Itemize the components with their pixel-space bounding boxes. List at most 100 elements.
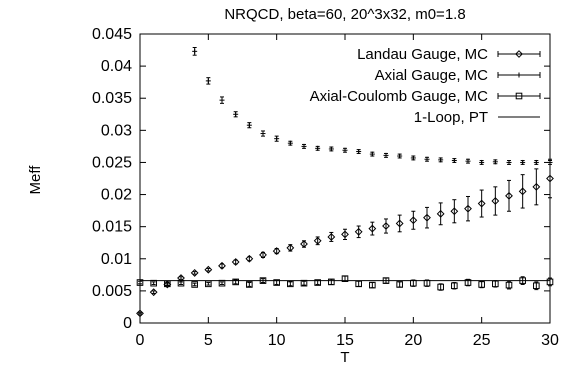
x-tick-label: 0: [136, 332, 145, 349]
data-point-landau-gauge-mc: [409, 210, 418, 230]
data-point-axial-gauge-mc: [315, 145, 321, 151]
data-point-axial-gauge-mc: [301, 143, 307, 149]
legend-item-axial-coulomb-gauge-mc: Axial-Coulomb Gauge, MC: [310, 88, 541, 105]
data-point-landau-gauge-mc: [245, 254, 254, 263]
data-point-axial-coulomb-gauge-mc: [505, 280, 513, 290]
data-point-axial-coulomb-gauge-mc: [437, 283, 444, 291]
marker-plus: [506, 159, 512, 165]
marker-square: [396, 281, 403, 288]
data-point-axial-coulomb-gauge-mc: [232, 278, 239, 286]
series-axial-coulomb-gauge-mc: [136, 275, 554, 291]
marker-plus: [383, 152, 389, 158]
y-axis-title: Meff: [27, 165, 44, 195]
data-point-axial-coulomb-gauge-mc: [300, 279, 308, 287]
x-tick-label: 30: [541, 332, 559, 349]
marker-diamond: [505, 191, 513, 200]
y-tick-label: 0.025: [92, 154, 132, 171]
marker-diamond: [518, 187, 527, 196]
y-tick-label: 0.02: [101, 187, 132, 204]
data-point-axial-coulomb-gauge-mc: [546, 277, 554, 287]
data-point-axial-coulomb-gauge-mc: [492, 280, 499, 288]
legend-label: Axial-Coulomb Gauge, MC: [310, 88, 489, 105]
marker-diamond: [190, 268, 199, 277]
marker-plus: [451, 158, 457, 164]
marker-square: [232, 278, 239, 286]
marker-plus: [301, 143, 307, 149]
marker-plus: [192, 48, 198, 54]
x-tick-label: 10: [268, 332, 286, 349]
series-landau-gauge-mc: [136, 158, 554, 318]
x-tick-label: 15: [336, 332, 354, 349]
legend-marker-square: [515, 92, 523, 100]
data-point-landau-gauge-mc: [354, 225, 363, 239]
data-point-axial-gauge-mc: [205, 77, 211, 85]
data-point-axial-gauge-mc: [547, 159, 553, 165]
marker-square: [437, 283, 444, 291]
data-point-landau-gauge-mc: [149, 288, 158, 297]
data-point-axial-coulomb-gauge-mc: [136, 279, 144, 286]
marker-square: [505, 281, 513, 289]
marker-plus: [328, 146, 334, 152]
marker-plus: [274, 136, 280, 142]
data-point-axial-gauge-mc: [383, 152, 389, 158]
data-point-landau-gauge-mc: [286, 243, 295, 252]
data-point-landau-gauge-mc: [300, 240, 308, 248]
marker-diamond: [464, 204, 472, 213]
data-point-axial-gauge-mc: [506, 159, 512, 165]
marker-square: [273, 279, 280, 286]
marker-square: [533, 282, 540, 290]
y-tick-label: 0.04: [101, 58, 132, 75]
data-point-axial-gauge-mc: [369, 151, 375, 157]
data-point-axial-coulomb-gauge-mc: [150, 279, 157, 287]
data-point-landau-gauge-mc: [436, 202, 445, 226]
marker-diamond: [341, 230, 349, 239]
marker-diamond: [491, 197, 500, 205]
data-point-landau-gauge-mc: [341, 228, 349, 241]
data-point-landau-gauge-mc: [190, 268, 199, 277]
marker-diamond: [245, 254, 254, 263]
marker-diamond: [286, 243, 295, 252]
data-point-axial-coulomb-gauge-mc: [341, 275, 349, 282]
marker-plus: [260, 131, 266, 137]
marker-diamond: [382, 222, 390, 230]
marker-plus: [410, 155, 416, 161]
y-tick-label: 0.01: [101, 251, 132, 268]
marker-plus: [246, 122, 252, 128]
data-point-landau-gauge-mc: [491, 186, 500, 216]
data-point-axial-gauge-mc: [397, 153, 403, 159]
marker-diamond: [423, 213, 431, 222]
data-point-axial-coulomb-gauge-mc: [177, 279, 185, 287]
data-point-axial-gauge-mc: [246, 122, 252, 129]
data-point-axial-gauge-mc: [287, 140, 293, 146]
marker-diamond: [436, 209, 445, 218]
marker-plus: [287, 140, 293, 146]
x-tick-label: 5: [204, 332, 213, 349]
data-point-axial-gauge-mc: [260, 130, 266, 137]
data-point-axial-gauge-mc: [219, 96, 225, 104]
marker-diamond: [532, 182, 541, 191]
series-axial-gauge-mc: [192, 46, 553, 165]
x-tick-label: 25: [473, 332, 491, 349]
data-point-axial-gauge-mc: [233, 111, 239, 118]
marker-diamond: [272, 247, 281, 255]
y-tick-label: 0: [123, 315, 132, 332]
data-point-axial-coulomb-gauge-mc: [355, 280, 362, 288]
data-point-landau-gauge-mc: [327, 231, 336, 242]
marker-plus: [424, 156, 430, 162]
legend-item-1-loop-pt: 1-Loop, PT: [414, 109, 540, 126]
data-point-axial-gauge-mc: [274, 135, 280, 142]
data-point-axial-gauge-mc: [424, 156, 430, 162]
marker-square: [314, 279, 321, 286]
data-point-axial-coulomb-gauge-mc: [478, 280, 485, 289]
data-point-axial-coulomb-gauge-mc: [287, 280, 294, 288]
marker-diamond: [450, 207, 459, 216]
data-point-landau-gauge-mc: [231, 258, 240, 266]
data-point-landau-gauge-mc: [382, 218, 390, 234]
marker-diamond: [149, 288, 158, 297]
axes-layer: 0 5 10 15 20 25 30 0 0.005 0.01 0.015 0.02 0.025 0.03…: [92, 26, 559, 349]
data-point-axial-gauge-mc: [492, 159, 498, 165]
marker-square: [478, 281, 485, 288]
y-tick-label: 0.035: [92, 90, 132, 107]
marker-diamond: [313, 236, 322, 245]
data-point-axial-gauge-mc: [192, 46, 198, 56]
